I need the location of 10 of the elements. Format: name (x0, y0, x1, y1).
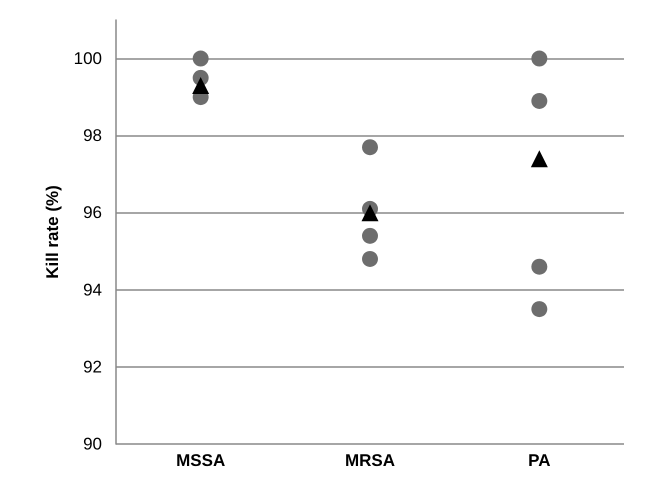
y-tick-label: 94 (83, 280, 102, 300)
x-tick-label: MSSA (176, 451, 226, 470)
y-tick-label: 90 (83, 434, 102, 454)
y-tick-label: 96 (83, 203, 102, 222)
y-tick-label: 100 (74, 49, 102, 68)
y-tick-label: 92 (83, 357, 102, 376)
y-axis-title: Kill rate (%) (43, 185, 62, 279)
x-tick-label: MRSA (344, 451, 396, 470)
x-tick-label: PA (528, 451, 551, 470)
y-tick-label: 98 (83, 126, 102, 146)
